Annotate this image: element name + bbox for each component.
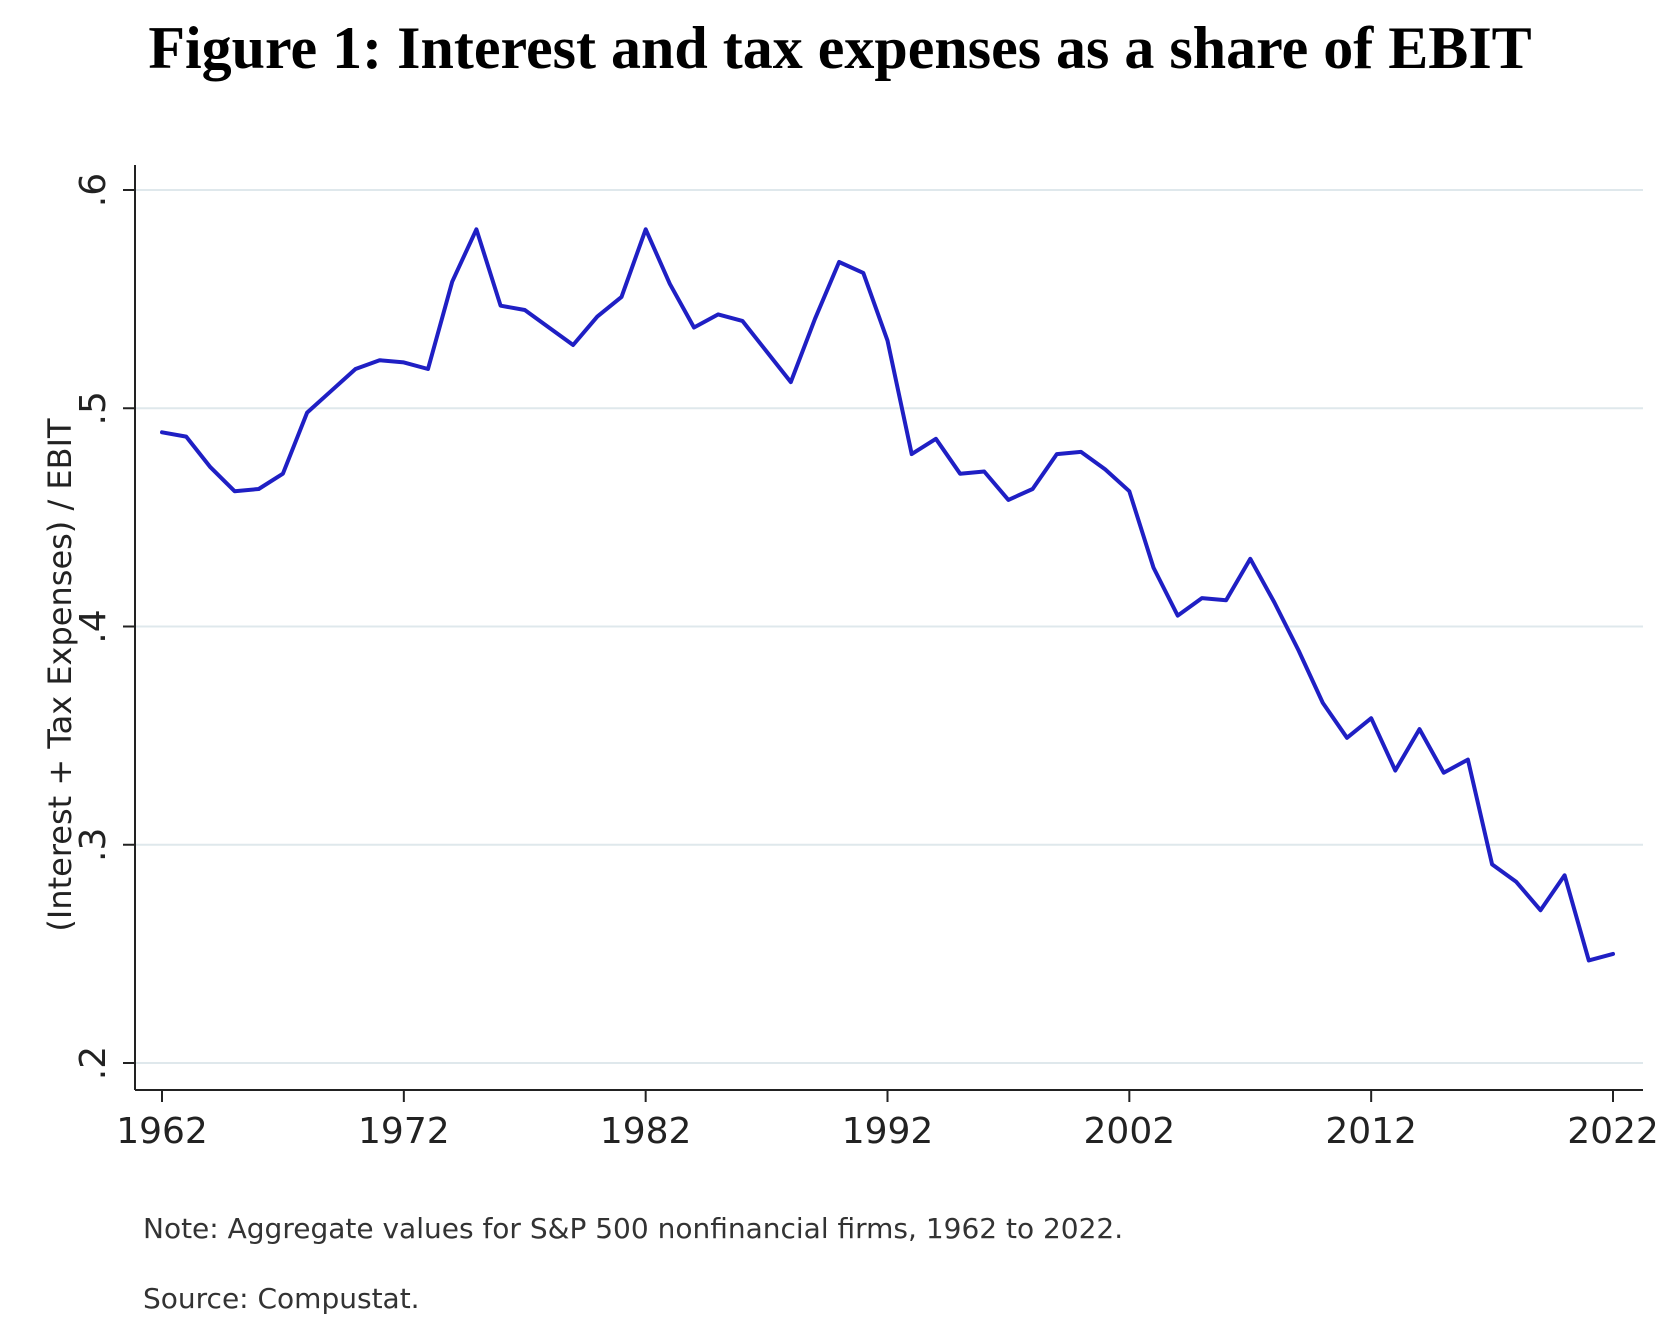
data-point [958, 472, 962, 476]
data-point [184, 435, 188, 439]
y-tick-label: .5 [73, 391, 114, 425]
data-point [1321, 701, 1325, 705]
y-tick-label: .4 [73, 609, 114, 643]
data-point [474, 227, 478, 231]
x-tick-label: 2002 [1084, 1111, 1176, 1152]
data-point [1031, 487, 1035, 491]
gridlines [135, 189, 1643, 1064]
data-point [1563, 873, 1567, 877]
axes: .2 .3 .4 .5 .6 1962 1972 1982 1992 2002 2012 2022 [73, 165, 1659, 1152]
data-point [1006, 498, 1010, 502]
data-point [1103, 467, 1107, 471]
x-tick-label: 1972 [358, 1111, 450, 1152]
data-point [353, 367, 357, 371]
data-point [934, 437, 938, 441]
data-point [1224, 598, 1228, 602]
data-point [547, 325, 551, 329]
chart-source: Source: Compustat. [143, 1282, 420, 1315]
data-point [692, 325, 696, 329]
data-point [837, 260, 841, 264]
data-point [765, 350, 769, 354]
x-tick-label: 1962 [116, 1111, 208, 1152]
data-point [281, 472, 285, 476]
data-point [1055, 452, 1059, 456]
data-point [1418, 727, 1422, 731]
data-point [619, 295, 623, 299]
data-point [1538, 908, 1542, 912]
data-point [305, 411, 309, 415]
data-point [1176, 614, 1180, 618]
data-point [886, 339, 890, 343]
x-tick-label: 1992 [842, 1111, 934, 1152]
series-line [160, 227, 1615, 963]
data-point [716, 312, 720, 316]
y-axis-title: (Interest + Tax Expenses) / EBIT [41, 418, 79, 932]
data-point [1297, 649, 1301, 653]
chart-note: Note: Aggregate values for S&P 500 nonfi… [143, 1212, 1124, 1245]
x-tick-label: 2012 [1325, 1111, 1417, 1152]
data-point [378, 358, 382, 362]
data-point [1369, 716, 1373, 720]
data-point [402, 360, 406, 364]
data-point [1514, 880, 1518, 884]
data-point [1152, 566, 1156, 570]
x-tick-label: 1982 [600, 1111, 692, 1152]
data-point [329, 389, 333, 393]
data-point [595, 315, 599, 319]
data-point [668, 282, 672, 286]
data-point [1587, 958, 1591, 962]
data-point [1466, 758, 1470, 762]
data-point [426, 367, 430, 371]
data-point [233, 489, 237, 493]
data-point [1345, 736, 1349, 740]
series [160, 227, 1615, 963]
data-point [257, 487, 261, 491]
data-point [523, 308, 527, 312]
data-point [571, 343, 575, 347]
data-point [1490, 862, 1494, 866]
data-point [982, 470, 986, 474]
data-point [910, 452, 914, 456]
x-tick-label: 2022 [1567, 1111, 1659, 1152]
data-point [644, 227, 648, 231]
data-point [450, 280, 454, 284]
data-point [1442, 771, 1446, 775]
data-point [1200, 596, 1204, 600]
data-point [1127, 489, 1131, 493]
data-point [1393, 769, 1397, 773]
data-point [1611, 952, 1615, 956]
figure-title: Figure 1: Interest and tax expenses as a… [148, 15, 1532, 81]
data-point [740, 319, 744, 323]
data-point [861, 271, 865, 275]
data-point [1272, 600, 1276, 604]
data-point [1248, 557, 1252, 561]
data-point [208, 465, 212, 469]
data-point [1079, 450, 1083, 454]
data-point [499, 304, 503, 308]
data-point [813, 317, 817, 321]
data-point [789, 380, 793, 384]
y-tick-label: .3 [73, 828, 114, 862]
y-tick-label: .6 [73, 173, 114, 207]
data-point [160, 430, 164, 434]
y-tick-label: .2 [73, 1046, 114, 1080]
